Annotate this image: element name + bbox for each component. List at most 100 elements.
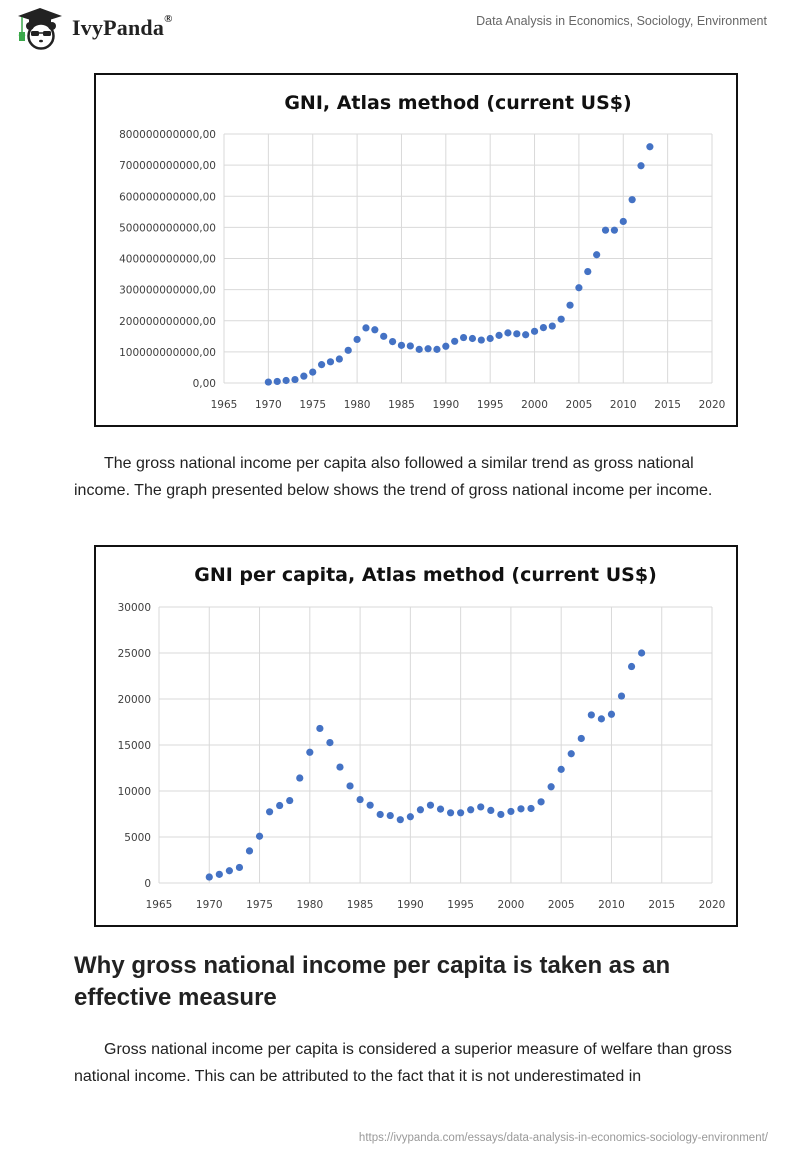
data-point <box>486 334 494 343</box>
data-point <box>326 739 334 747</box>
data-point <box>309 368 317 376</box>
x-tick-label: 1975 <box>299 399 326 411</box>
y-tick-label: 5000 <box>124 832 151 844</box>
data-point <box>335 355 343 363</box>
data-point <box>575 284 583 292</box>
x-tick-label: 1980 <box>344 399 371 411</box>
data-point <box>356 795 364 804</box>
data-point <box>477 803 485 811</box>
data-point <box>513 330 521 338</box>
data-point <box>326 358 335 366</box>
data-point <box>593 251 601 259</box>
data-point <box>610 226 619 234</box>
data-point <box>507 807 515 816</box>
data-point <box>442 342 450 350</box>
data-point <box>291 375 299 384</box>
data-point <box>362 324 370 332</box>
data-point <box>397 341 406 349</box>
x-tick-label: 2010 <box>610 399 637 411</box>
data-point <box>296 774 304 782</box>
gni-chart-svg: GNI, Atlas method (current US$) 0,00 10000… <box>119 92 725 411</box>
intro-paragraph: The gross national income per capita als… <box>74 450 734 504</box>
y-tick-label: 500000000000,00 <box>119 222 216 234</box>
data-point <box>646 143 654 151</box>
data-point <box>504 329 512 337</box>
data-point <box>468 334 477 343</box>
brand-name: IvyPanda® <box>72 13 173 40</box>
section-paragraph-text: Gross national income per capita is cons… <box>74 1041 732 1085</box>
section-heading: Why gross national income per capita is … <box>74 952 671 1011</box>
page-header: IvyPanda® Data Analysis in Economics, So… <box>0 0 800 60</box>
x-tick-label: 1990 <box>397 899 424 911</box>
y-tick-label: 300000000000,00 <box>119 285 216 297</box>
source-url[interactable]: https://ivypanda.com/essays/data-analysi… <box>358 1132 768 1144</box>
data-point <box>566 301 574 309</box>
gni-chart: GNI, Atlas method (current US$) 0,00 10000… <box>94 73 738 427</box>
y-tick-label: 20000 <box>118 694 151 706</box>
data-point <box>617 692 626 700</box>
x-tick-label: 2010 <box>598 899 625 911</box>
data-point <box>619 217 627 226</box>
data-point <box>300 372 308 380</box>
x-tick-label: 2000 <box>498 899 525 911</box>
data-point <box>597 715 605 723</box>
x-tick-label: 1970 <box>196 899 223 911</box>
section-paragraph: Gross national income per capita is cons… <box>74 1036 734 1090</box>
data-point <box>415 345 423 353</box>
data-point <box>396 816 404 824</box>
data-point <box>346 782 354 790</box>
data-point <box>477 336 485 344</box>
data-point <box>451 337 459 345</box>
data-point <box>547 783 555 791</box>
data-point <box>637 162 645 170</box>
data-point <box>601 226 610 234</box>
data-point <box>457 809 465 817</box>
data-point <box>446 809 455 817</box>
y-tick-label: 800000000000,00 <box>119 129 216 141</box>
data-point <box>205 873 213 881</box>
y-tick-label: 100000000000,00 <box>119 347 216 359</box>
data-point <box>539 323 548 332</box>
data-point <box>522 331 530 339</box>
data-point <box>371 326 379 334</box>
data-point <box>318 361 326 369</box>
y-tick-label: 15000 <box>118 740 151 752</box>
data-point <box>424 345 432 353</box>
data-point <box>406 813 414 821</box>
panda-graduate-icon <box>18 8 62 50</box>
data-point <box>487 806 495 815</box>
data-point <box>245 847 254 855</box>
data-point <box>537 798 545 806</box>
x-tick-label: 1970 <box>255 399 282 411</box>
x-tick-label: 1965 <box>146 899 173 911</box>
brand-logo[interactable]: IvyPanda® <box>14 6 173 50</box>
x-tick-label: 1995 <box>447 899 474 911</box>
x-tick-label: 2015 <box>654 399 681 411</box>
data-point <box>282 376 290 385</box>
data-point <box>366 801 374 809</box>
data-point <box>433 345 441 353</box>
data-point <box>497 810 505 819</box>
data-point <box>225 867 233 875</box>
gni-per-capita-chart-svg: GNI per capita, Atlas method (current US… <box>118 564 726 911</box>
y-tick-label: 400000000000,00 <box>119 254 216 266</box>
data-point <box>584 267 592 276</box>
data-point <box>459 333 468 342</box>
data-point <box>628 196 636 204</box>
data-point <box>406 342 414 350</box>
y-tick-label: 25000 <box>118 648 151 660</box>
data-point <box>638 649 646 657</box>
y-tick-label: 600000000000,00 <box>119 191 216 203</box>
data-point <box>336 763 344 771</box>
x-tick-label: 2015 <box>648 899 675 911</box>
data-point <box>557 765 565 773</box>
x-tick-label: 1985 <box>388 399 415 411</box>
data-point <box>517 805 525 813</box>
data-point <box>276 801 284 810</box>
data-point <box>316 724 324 733</box>
x-tick-label: 2000 <box>521 399 548 411</box>
x-tick-label: 1980 <box>296 899 323 911</box>
data-point <box>607 710 616 718</box>
data-point <box>495 331 503 339</box>
x-tick-label: 1965 <box>211 399 238 411</box>
